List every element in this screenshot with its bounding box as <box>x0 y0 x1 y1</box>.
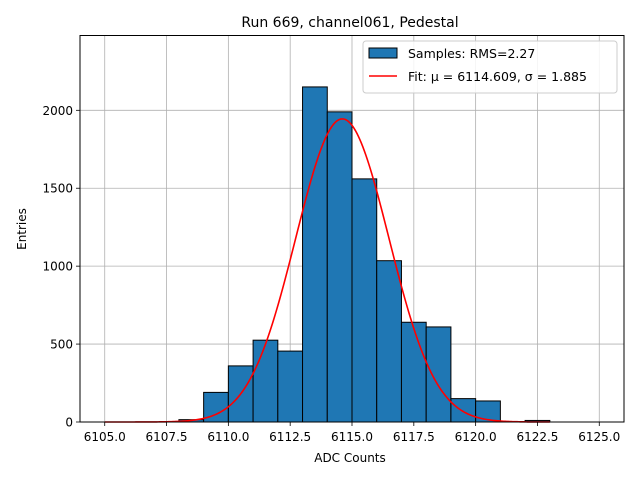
legend-fit-label: Fit: μ = 6114.609, σ = 1.885 <box>408 69 587 84</box>
histogram-bar <box>425 326 452 423</box>
y-tick-label: 1000 <box>42 260 73 274</box>
chart-title: Run 669, channel061, Pedestal <box>241 15 458 31</box>
histogram-bar <box>351 178 378 423</box>
histogram-bar <box>450 398 477 423</box>
histogram-bar <box>376 260 402 423</box>
histogram-bar <box>252 339 279 423</box>
x-tick-label: 6117.5 <box>393 430 435 444</box>
histogram-bars <box>178 86 551 423</box>
histogram-bar <box>475 400 501 423</box>
x-tick-label: 6115.0 <box>331 430 373 444</box>
y-axis-label: Entries <box>15 208 29 250</box>
x-tick-label: 6125.0 <box>578 430 620 444</box>
legend: Samples: RMS=2.27 Fit: μ = 6114.609, σ =… <box>362 40 618 94</box>
histogram-bar <box>400 321 427 423</box>
x-axis-ticks: 6105.0 6107.5 6110.0 6112.5 6115.0 6117.5 6120… <box>84 422 620 444</box>
x-tick-label: 6112.5 <box>269 430 311 444</box>
x-tick-label: 6120.0 <box>455 430 497 444</box>
y-tick-label: 500 <box>50 338 73 352</box>
x-axis-label: ADC Counts <box>314 451 386 465</box>
x-tick-label: 6107.5 <box>146 430 188 444</box>
y-tick-label: 2000 <box>42 104 73 118</box>
y-tick-label: 0 <box>65 416 73 430</box>
histogram-bar <box>302 86 328 423</box>
x-tick-label: 6122.5 <box>516 430 558 444</box>
y-tick-label: 1500 <box>42 182 73 196</box>
histogram-bar <box>277 350 304 423</box>
y-axis-ticks: 0 500 1000 1500 2000 <box>42 104 80 430</box>
legend-box <box>362 40 618 94</box>
legend-histogram-swatch <box>368 47 398 59</box>
legend-histogram-label: Samples: RMS=2.27 <box>408 46 535 61</box>
x-tick-label: 6105.0 <box>84 430 126 444</box>
histogram-bar <box>326 111 353 423</box>
gaussian-fit-curve <box>104 118 550 423</box>
x-tick-label: 6110.0 <box>207 430 249 444</box>
